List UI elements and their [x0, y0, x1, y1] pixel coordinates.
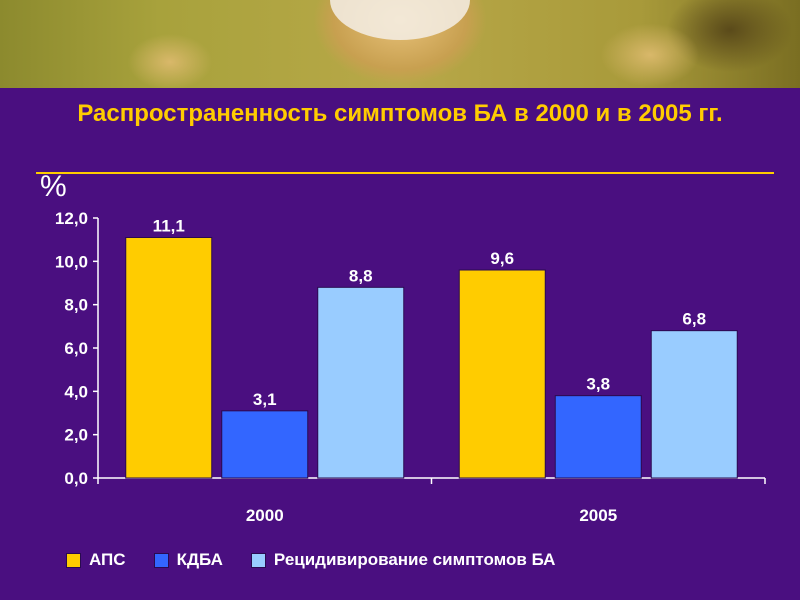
y-tick-label: 12,0 [55, 209, 88, 228]
bar [650, 330, 738, 479]
legend-swatch [66, 552, 81, 568]
data-label: 8,8 [349, 266, 373, 285]
y-tick-label: 0,0 [64, 469, 88, 488]
y-tick-label: 6,0 [64, 339, 88, 358]
y-tick-label: 4,0 [64, 382, 88, 401]
title-underline [36, 172, 774, 174]
chart-legend: АПС КДБА Рецидивирование симптомов БА [66, 548, 583, 572]
bar [317, 286, 405, 479]
legend-swatch [153, 552, 169, 568]
x-tick-label: 2000 [246, 506, 284, 525]
bar [125, 237, 213, 479]
x-tick-label: 2005 [579, 506, 617, 525]
y-tick-label: 10,0 [55, 252, 88, 271]
legend-swatch [250, 552, 266, 568]
slide-title: Распространенность симптомов БА в 2000 и… [77, 100, 723, 127]
data-label: 6,8 [682, 310, 706, 329]
legend-label: КДБА [176, 550, 223, 569]
data-label: 9,6 [490, 249, 514, 268]
data-label: 3,1 [253, 390, 277, 409]
header-photo [0, 0, 800, 88]
data-label: 11,1 [153, 217, 185, 236]
y-tick-label: 8,0 [64, 296, 88, 315]
legend-item: Рецидивирование симптомов БА [250, 550, 556, 570]
data-label: 3,8 [586, 375, 610, 394]
legend-label: АПС [89, 550, 126, 569]
legend-item: АПС [66, 550, 126, 570]
bar [554, 395, 642, 479]
y-tick-label: 2,0 [64, 426, 88, 445]
legend-item: КДБА [153, 550, 223, 570]
bar [458, 269, 546, 479]
y-axis-unit-label: % [40, 170, 67, 203]
legend-label: Рецидивирование симптомов БА [273, 550, 556, 569]
bar [221, 410, 309, 479]
